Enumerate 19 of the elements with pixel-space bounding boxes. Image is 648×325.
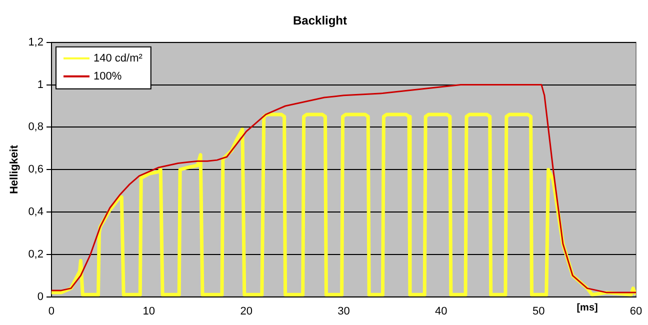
y-tick-label: 0,6 [28, 164, 44, 176]
x-axis-title: [ms] [576, 302, 598, 314]
x-tick-label: 40 [435, 305, 448, 318]
chart-title: Backlight [292, 14, 348, 28]
y-tick-label: 0,2 [28, 248, 44, 260]
x-tick-label: 60 [630, 305, 642, 318]
y-tick-label: 0,8 [28, 121, 44, 134]
y-tick-label: 1 [37, 78, 44, 91]
y-axis-title: Helligkeit [8, 144, 21, 194]
x-tick-label: 20 [240, 305, 252, 318]
y-tick-label: 1,2 [28, 36, 44, 48]
x-tick-label: 10 [142, 305, 156, 318]
x-tick-label: 0 [48, 305, 55, 318]
x-tick-label: 30 [338, 305, 350, 318]
legend-label: 100% [93, 70, 122, 82]
x-tick-label: 50 [532, 305, 545, 318]
legend-label: 140 cd/m² [93, 52, 143, 64]
y-tick-label: 0 [37, 290, 44, 303]
y-tick-label: 0,4 [28, 206, 44, 218]
